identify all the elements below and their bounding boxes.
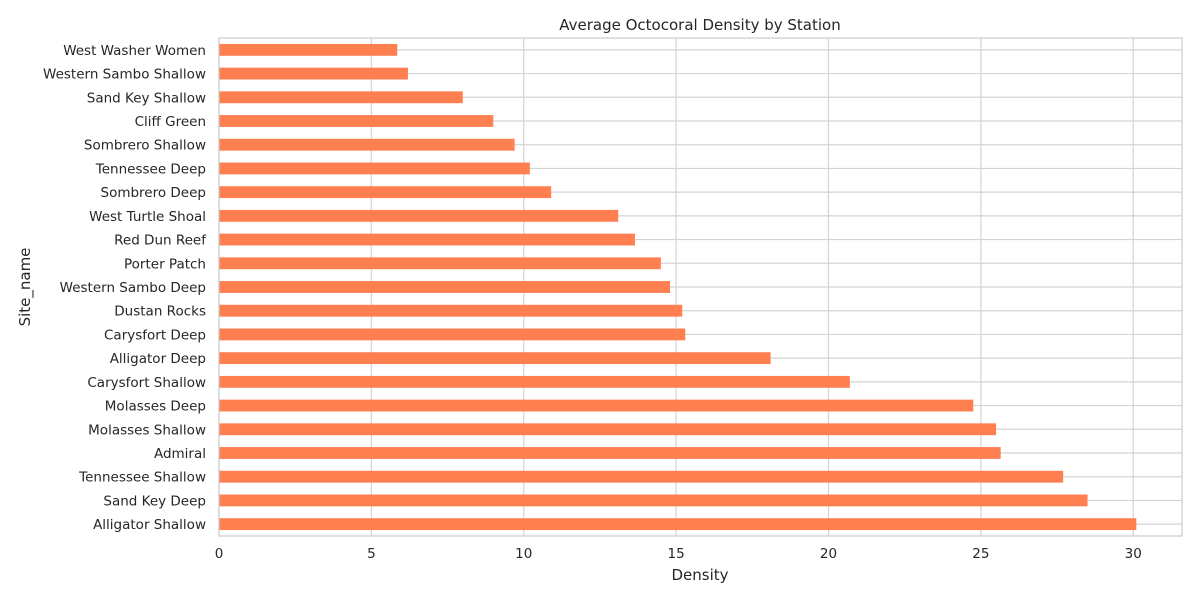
bar: [219, 67, 408, 80]
y-axis-label: Site_name: [16, 248, 35, 327]
y-tick-label: Dustan Rocks: [114, 304, 206, 320]
bar: [219, 138, 515, 151]
bar: [219, 399, 974, 412]
y-tick-label: Western Sambo Shallow: [43, 67, 206, 83]
bar: [219, 352, 771, 365]
y-tick-label: Tennessee Shallow: [78, 470, 206, 486]
bar: [219, 115, 494, 127]
y-tick-label: Porter Patch: [124, 256, 206, 272]
bar: [219, 447, 1001, 459]
y-tick-label: Western Sambo Deep: [60, 280, 206, 296]
y-tick-label: West Washer Women: [63, 43, 206, 59]
y-tick-label: Red Dun Reef: [114, 233, 207, 249]
y-tick-label: Carysfort Shallow: [87, 375, 206, 391]
x-tick-label: 0: [215, 546, 224, 562]
bar: [219, 233, 635, 246]
y-tick-label: Molasses Deep: [105, 399, 206, 415]
y-tick-label: Admiral: [154, 446, 206, 462]
y-tick-label: Alligator Shallow: [93, 517, 206, 533]
bar: [219, 162, 530, 175]
x-tick-labels: 0 5 10 15 20 25 30: [215, 546, 1142, 562]
y-tick-label: Sombrero Shallow: [84, 138, 206, 154]
bar: [219, 209, 619, 222]
bar: [219, 518, 1137, 531]
bar: [219, 257, 661, 270]
y-tick-labels: Alligator Shallow Sand Key Deep Tennessee …: [43, 43, 207, 533]
y-tick-label: Carysfort Deep: [104, 327, 206, 343]
bar: [219, 43, 398, 56]
x-tick-label: 20: [820, 546, 837, 562]
bar: [219, 91, 463, 104]
y-tick-label: Sombrero Deep: [101, 185, 207, 201]
y-tick-label: Sand Key Deep: [103, 493, 206, 509]
bar: [219, 304, 683, 317]
bar: [219, 281, 671, 293]
bars: [219, 43, 1137, 531]
y-tick-label: Alligator Deep: [110, 351, 206, 367]
x-tick-label: 30: [1125, 546, 1142, 562]
y-tick-label: West Turtle Shoal: [89, 209, 206, 225]
x-axis-label: Density: [671, 566, 728, 584]
bar: [219, 423, 997, 436]
y-tick-label: Sand Key Shallow: [87, 90, 206, 106]
bar: [219, 328, 686, 341]
x-tick-label: 5: [367, 546, 376, 562]
bar: [219, 470, 1064, 483]
chart-title: Average Octocoral Density by Station: [559, 16, 840, 34]
plot-frame: [218, 37, 1183, 537]
x-tick-label: 10: [515, 546, 532, 562]
y-tick-label: Molasses Shallow: [88, 422, 206, 438]
y-tick-label: Tennessee Deep: [95, 161, 206, 177]
bar: [219, 186, 552, 199]
bar: [219, 375, 850, 388]
x-tick-label: 15: [668, 546, 685, 562]
x-tick-label: 25: [972, 546, 989, 562]
bar: [219, 494, 1088, 507]
y-tick-label: Cliff Green: [135, 114, 206, 130]
